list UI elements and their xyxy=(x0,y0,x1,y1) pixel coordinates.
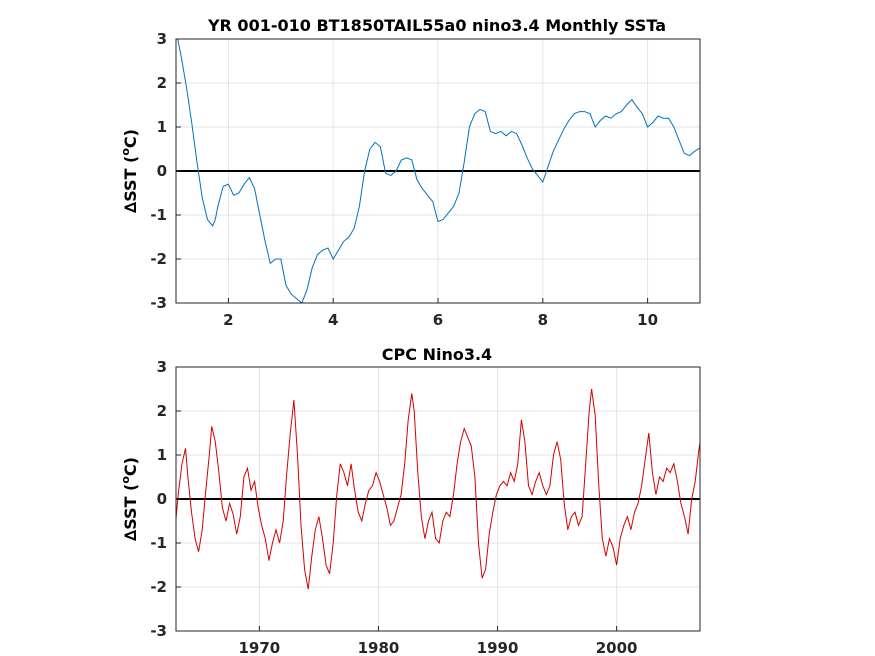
sst-x-ticks: 2 4 6 8 10 xyxy=(223,298,658,329)
cpc-x-tick-label: 1970 xyxy=(238,639,280,656)
cpc-x-tick-label: 1990 xyxy=(477,639,519,656)
sst-chart-title: YR 001-010 BT1850TAIL55a0 nino3.4 Monthl… xyxy=(207,16,666,35)
sst-y-tick-label: -2 xyxy=(150,250,167,268)
cpc-series-line xyxy=(176,388,700,590)
sst-y-axis-label-prefix: ∆SST ( xyxy=(121,156,140,213)
cpc-x-ticks: 1970 1980 1990 2000 xyxy=(238,626,638,656)
cpc-y-tick-label: 1 xyxy=(157,446,167,464)
sst-y-axis-label-suffix: C) xyxy=(121,129,140,148)
cpc-y-axis-label-prefix: ∆SST ( xyxy=(121,484,140,541)
cpc-chart-title: CPC Nino3.4 xyxy=(382,345,492,364)
cpc-x-tick-label: 2000 xyxy=(596,639,638,656)
sst-y-axis-label-degree: o xyxy=(119,148,132,156)
sst-y-tick-label: 0 xyxy=(157,162,167,180)
sst-x-tick-label: 10 xyxy=(637,311,658,329)
sst-y-tick-label: -3 xyxy=(150,294,167,312)
sst-x-tick-label: 4 xyxy=(328,311,338,329)
cpc-y-tick-label: -2 xyxy=(150,578,167,596)
sst-x-tick-label: 2 xyxy=(223,311,233,329)
cpc-y-axis-label: ∆SST (oC) xyxy=(119,457,140,541)
cpc-y-tick-label: -3 xyxy=(150,622,167,640)
sst-y-axis-label: ∆SST (oC) xyxy=(119,129,140,213)
cpc-y-axis-label-suffix: C) xyxy=(121,457,140,476)
sst-y-tick-label: 1 xyxy=(157,118,167,136)
sst-x-tick-label: 8 xyxy=(538,311,548,329)
cpc-y-tick-label: 2 xyxy=(157,402,167,420)
sst-panel: YR 001-010 BT1850TAIL55a0 nino3.4 Monthl… xyxy=(119,16,701,329)
sst-y-tick-label: 3 xyxy=(157,30,167,48)
cpc-y-tick-label: -1 xyxy=(150,534,167,552)
sst-y-tick-label: 2 xyxy=(157,74,167,92)
sst-y-ticks: -3 -2 -1 0 1 2 3 xyxy=(150,30,181,312)
sst-x-tick-label: 6 xyxy=(433,311,443,329)
cpc-y-tick-label: 0 xyxy=(157,490,167,508)
cpc-x-tick-label: 1980 xyxy=(358,639,400,656)
cpc-y-axis-label-degree: o xyxy=(119,476,132,484)
sst-y-tick-label: -1 xyxy=(150,206,167,224)
cpc-y-tick-label: 3 xyxy=(157,358,167,376)
cpc-y-ticks: -3 -2 -1 0 1 2 3 xyxy=(150,358,181,640)
sst-series-line xyxy=(177,39,700,303)
